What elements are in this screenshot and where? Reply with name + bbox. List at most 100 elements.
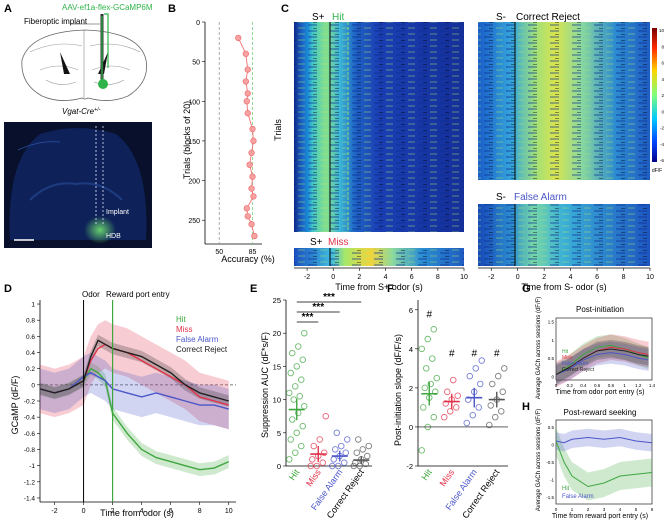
b-ytick-label: 250 [188, 218, 200, 225]
c-xtick-label: 10 [460, 274, 468, 281]
heatmap-hit: S+ Hit [294, 12, 464, 232]
band-false-alarm [556, 428, 652, 452]
histology-image: Implant HDB [4, 122, 152, 248]
ePlot-point [330, 456, 338, 463]
colorbar-tick-label: 10 [659, 28, 665, 33]
fPlot-point [429, 355, 436, 362]
c-xtick-label: 0 [516, 274, 520, 281]
fPlot-category-label: Hit [419, 467, 434, 482]
panel-b: B Trials (blocks of 20) 0 50 100 150 200 250 5… [168, 3, 275, 264]
fPlot-point [489, 380, 496, 388]
heatmap-right-xaxis: -2 0 2 4 6 8 10 [478, 267, 654, 281]
h-xtick-label: 6 [651, 507, 654, 512]
panel-b-xlabel: Accuracy (%) [221, 254, 275, 264]
ePlot-point [362, 460, 370, 468]
panel-c-ylabel: Trials [273, 119, 283, 141]
colorbar-unit: dF/F [652, 168, 662, 174]
fPlot-point [475, 404, 483, 411]
g-ytick-label: 0.5 [548, 356, 555, 361]
ePlot-point [356, 462, 364, 470]
c-xtick-label: 8 [436, 274, 440, 281]
panel-h-letter: H [522, 401, 530, 413]
ePlot-category-label: Hit [287, 467, 302, 482]
ePlot-ytick-label: 15 [273, 362, 281, 371]
panel-b-ylabel: Trials (blocks of 20) [182, 101, 192, 179]
c-xtick-label: 10 [646, 274, 654, 281]
b-accuracy-point [243, 98, 250, 105]
histo-hdb-label: HDB [106, 233, 121, 240]
d-xtick-label: 6 [169, 508, 173, 515]
b-accuracy-point [249, 173, 256, 180]
colorbar: 10 8 6 4 2 0 -2 -4 -6 dF/F [652, 28, 665, 174]
g-ytick-label: 1.5 [548, 320, 555, 325]
b-ytick-label: 200 [188, 179, 200, 186]
colorbar-tick-label: 2 [661, 93, 664, 98]
band-miss [40, 320, 229, 430]
panel-c-letter: C [281, 3, 289, 15]
d-ytick-label: -1.4 [24, 495, 36, 502]
injection-needle-icon [104, 13, 109, 68]
fPlot-point [421, 384, 429, 392]
fPlot-point [441, 413, 448, 421]
ePlot-ytick-label: 10 [273, 396, 281, 405]
panel-f: F Post-initiation slope (dF/F/s) -2 0 2 4 6 H… [387, 283, 508, 520]
ePlot-point [322, 412, 330, 420]
d-ytick-label: 0.4 [26, 350, 35, 357]
h-xtick-label: 4 [619, 507, 622, 512]
colorbar-tick-label: -6 [660, 158, 664, 163]
panel-f-letter: F [387, 283, 394, 295]
b-ytick-label: 50 [192, 60, 200, 67]
c-xtick-label: 6 [595, 274, 599, 281]
panel-g-letter: G [522, 283, 531, 295]
ePlot-point [299, 422, 307, 430]
b-accuracy-point [250, 137, 257, 145]
ePlot-point [321, 449, 328, 456]
b-accuracy-point [248, 185, 255, 192]
d-xtick-label: 8 [198, 508, 202, 515]
band-miss [556, 334, 649, 388]
g-ytick-label: 0 [551, 374, 554, 379]
b-accuracy-point [249, 125, 256, 133]
f-hash-mark: # [471, 349, 477, 360]
hdb-target-icon [98, 79, 108, 89]
c-xtick-label: -2 [488, 274, 494, 281]
fPlot-point [424, 335, 432, 343]
ePlot-point [316, 436, 324, 443]
fPlot-point [486, 421, 493, 429]
ePlot-point [287, 369, 295, 377]
ePlot-point [355, 436, 362, 443]
ePlot-point [286, 389, 293, 397]
colorbar-tick-label: 0 [661, 109, 664, 114]
reward-label: Reward port entry [106, 290, 170, 299]
ePlot-point [292, 449, 299, 456]
band-false-alarm [556, 341, 649, 386]
g-xtick-label: 0.8 [608, 383, 615, 388]
ePlot-point [290, 396, 298, 403]
colorbar-tick-label: -2 [660, 126, 664, 131]
panel-g-ylabel: Average GACh across sessions (dF/F) [536, 297, 542, 400]
panel-g: G Post-initiation Average GACh across se… [522, 283, 656, 399]
ePlot-point [287, 436, 295, 443]
histo-implant-label: Implant [106, 209, 129, 216]
heatmap-false-alarm: S- False Alarm [478, 192, 650, 266]
g-legend-correct-reject: Correct Reject [562, 367, 595, 373]
b-xtick-label: 85 [249, 249, 257, 256]
fPlot-point [472, 365, 480, 372]
odor-label: Odor [82, 290, 100, 299]
ePlot-point [359, 446, 367, 453]
ePlot-point [364, 452, 371, 460]
panel-e-letter: E [250, 283, 257, 295]
h-ytick-label: -1 [550, 478, 554, 483]
c-xtick-label: 8 [622, 274, 626, 281]
line-correct-reject [39, 339, 229, 402]
d-ytick-label: -0.8 [24, 447, 36, 454]
panel-h: H Post-reward seeking Average GACh acros… [522, 401, 654, 520]
h-legend-hit: Hit [562, 486, 570, 492]
panel-g-title: Post-initiation [576, 305, 624, 314]
ePlot-point [295, 343, 302, 350]
legend-correct-reject: Correct Reject [176, 345, 228, 354]
panel-d: D GCaMP (dF/F) Odor Reward port entry 10… [4, 283, 236, 518]
h-ytick-label: -0.5 [546, 460, 554, 465]
ePlot-point [338, 442, 345, 450]
fPlot-ytick-label: -2 [406, 462, 413, 471]
